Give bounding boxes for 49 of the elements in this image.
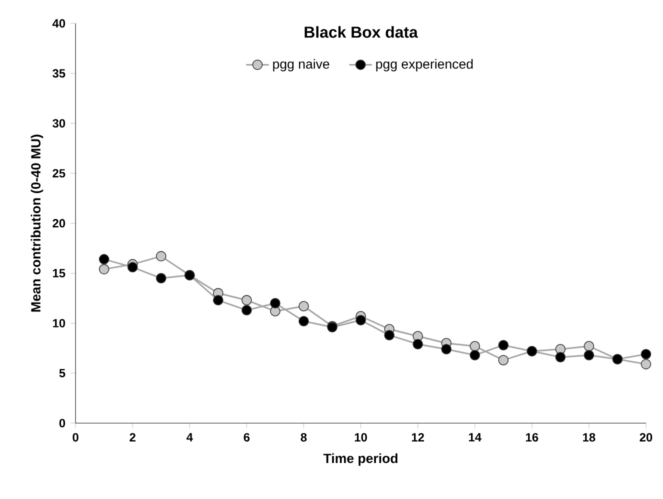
x-tick-label: 18 <box>583 433 596 442</box>
y-tick-label: 20 <box>52 219 66 228</box>
point <box>298 301 309 312</box>
point <box>555 352 566 363</box>
y-axis-title: Mean contribution (0-40 MU) <box>30 134 44 312</box>
x-tick-label: 0 <box>72 433 78 442</box>
y-tick-label: 30 <box>52 119 66 128</box>
x-tick-label: 16 <box>526 433 538 442</box>
point <box>156 251 166 262</box>
x-tick-label: 12 <box>412 433 424 442</box>
x-axis-title: Time period <box>323 454 398 466</box>
y-tick-label: 35 <box>52 69 66 78</box>
x-tick-label: 6 <box>244 433 250 442</box>
y-tick-label: 40 <box>52 19 66 28</box>
point <box>98 254 110 265</box>
x-tick-label: 14 <box>468 433 482 442</box>
point <box>498 340 509 351</box>
point <box>270 298 280 309</box>
y-tick-label: 0 <box>59 419 66 428</box>
point <box>384 330 394 341</box>
point <box>498 355 509 366</box>
x-tick-label: 10 <box>354 433 367 442</box>
y-tick-label: 5 <box>59 369 66 378</box>
point <box>98 264 110 275</box>
point <box>584 350 594 361</box>
point <box>441 344 452 355</box>
x-tick-label: 4 <box>186 433 193 442</box>
legend-label: pgg naive <box>273 59 330 72</box>
point <box>242 295 252 306</box>
point <box>412 339 424 350</box>
x-tick-label: 20 <box>640 433 652 442</box>
point <box>640 359 652 370</box>
y-tick-label: 15 <box>53 269 66 278</box>
x-tick-label: 2 <box>130 433 136 442</box>
point <box>640 349 652 360</box>
y-tick-label: 25 <box>52 169 66 178</box>
legend-label: pgg experienced <box>376 59 473 72</box>
point <box>298 316 309 327</box>
point <box>127 262 138 273</box>
y-tick-label: 10 <box>53 319 66 328</box>
chart-title: Black Box data <box>304 26 418 38</box>
point <box>584 341 594 352</box>
x-tick-label: 8 <box>300 433 307 442</box>
point <box>356 315 366 326</box>
point <box>212 295 224 306</box>
point <box>242 305 252 316</box>
point <box>470 350 480 361</box>
point <box>156 273 166 284</box>
point <box>470 341 480 352</box>
